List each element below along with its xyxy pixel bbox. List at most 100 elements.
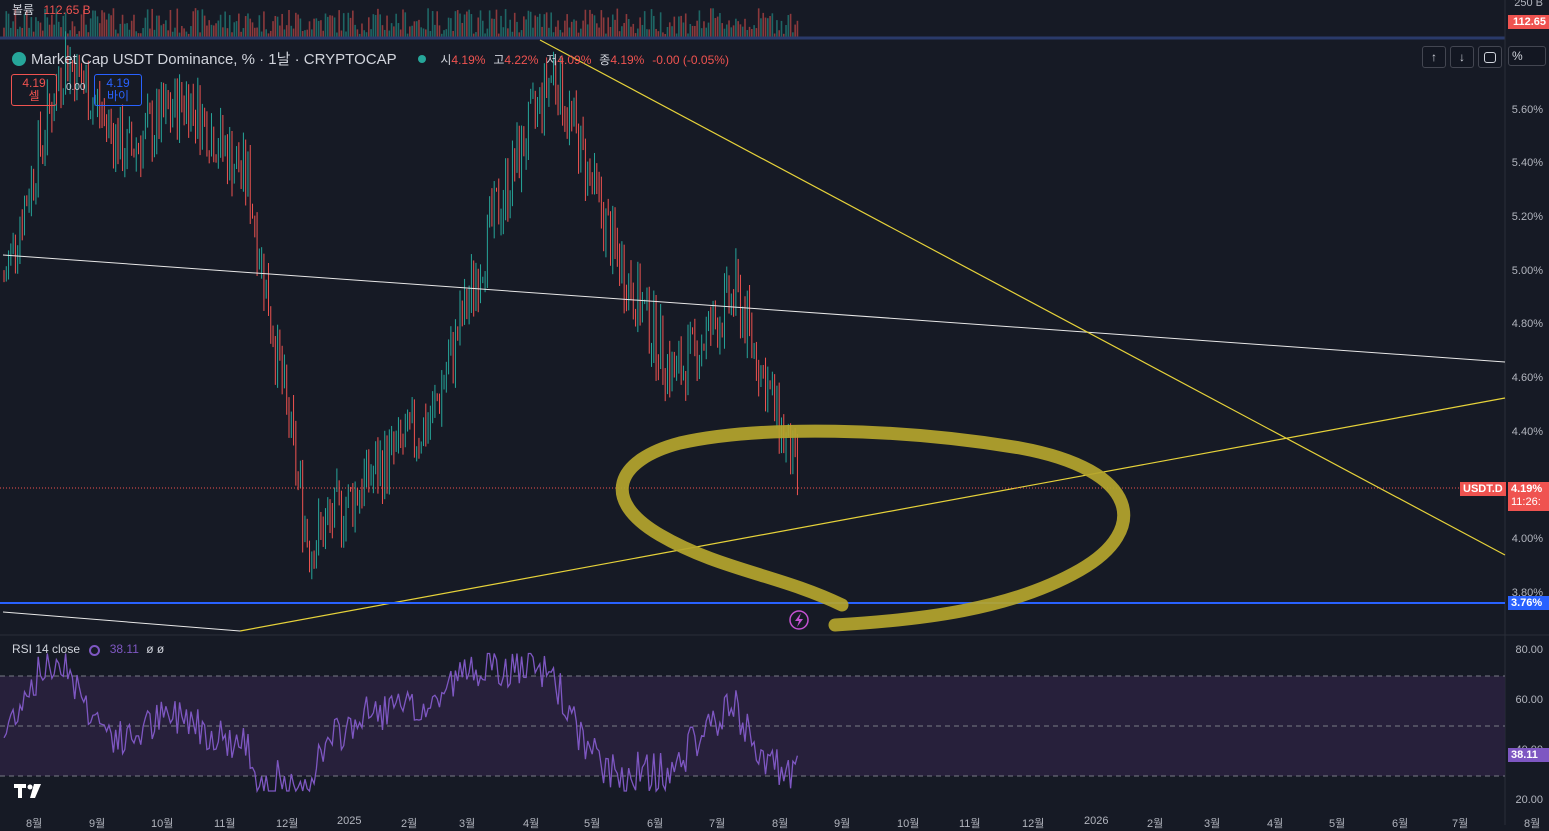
volume-bar bbox=[488, 10, 491, 38]
fullscreen-button[interactable] bbox=[1478, 46, 1502, 68]
volume-bar bbox=[573, 19, 575, 38]
volume-bar bbox=[194, 8, 197, 39]
time-tick: 2026 bbox=[1084, 815, 1109, 827]
volume-bar bbox=[349, 17, 352, 38]
volume-bar bbox=[559, 29, 562, 38]
volume-bar bbox=[365, 32, 368, 38]
rsi-source-icon[interactable] bbox=[89, 645, 101, 656]
volume-bar bbox=[267, 33, 270, 38]
volume-bar bbox=[611, 14, 614, 38]
volume-bar bbox=[272, 21, 274, 38]
volume-bar bbox=[274, 15, 277, 38]
volume-tag: 112.65 bbox=[1508, 15, 1549, 29]
volume-bar bbox=[630, 26, 632, 38]
volume-bar bbox=[217, 20, 220, 38]
volume-bar bbox=[548, 27, 550, 38]
time-tick: 5월 bbox=[1329, 818, 1346, 830]
volume-bar bbox=[381, 25, 384, 38]
high-label: 고 bbox=[493, 53, 505, 67]
volume-bar bbox=[796, 20, 799, 38]
volume-bar bbox=[117, 33, 119, 38]
volume-bar bbox=[570, 21, 573, 38]
symbol-title[interactable]: Market Cap USDT Dominance, % · 1날 · CRYP… bbox=[31, 51, 397, 68]
volume-bar bbox=[192, 11, 195, 38]
volume-bar bbox=[345, 31, 347, 38]
buy-button[interactable]: 4.19 바이 bbox=[94, 74, 142, 106]
support-price-tag: 3.76% bbox=[1508, 596, 1549, 610]
volume-bar bbox=[707, 22, 710, 38]
price-tick: 4.80% bbox=[1511, 318, 1543, 330]
volume-bar bbox=[203, 15, 206, 38]
volume-bar bbox=[684, 13, 687, 39]
volume-bar bbox=[295, 12, 297, 38]
rsi-value: 38.11 bbox=[109, 642, 139, 656]
volume-bar bbox=[721, 23, 723, 38]
volume-bar bbox=[283, 29, 286, 38]
volume-bar bbox=[263, 11, 265, 39]
volume-bar bbox=[584, 9, 587, 38]
volume-bar bbox=[260, 31, 263, 38]
open-label: 시 bbox=[440, 53, 452, 67]
volume-bar bbox=[621, 26, 623, 38]
tether-logo-icon bbox=[12, 52, 26, 66]
volume-bar bbox=[55, 8, 58, 38]
price-tick: 4.40% bbox=[1511, 426, 1543, 438]
spread-value: 0.00 bbox=[66, 82, 86, 93]
volume-bar bbox=[440, 33, 443, 38]
volume-bar bbox=[121, 14, 124, 38]
volume-bar bbox=[222, 27, 224, 38]
volume-bar bbox=[762, 12, 765, 39]
volume-bar bbox=[171, 31, 174, 38]
volume-bar bbox=[561, 32, 564, 38]
volume-bar bbox=[41, 30, 44, 38]
time-tick: 12월 bbox=[1022, 818, 1045, 830]
sell-button[interactable]: 4.19 셀 bbox=[11, 74, 57, 106]
volume-bar bbox=[730, 27, 733, 38]
volume-bar bbox=[479, 10, 482, 38]
rsi-tick: 80.00 bbox=[1515, 644, 1543, 656]
volume-bar bbox=[532, 27, 534, 38]
volume-bar bbox=[445, 29, 448, 38]
volume-bar bbox=[723, 28, 726, 38]
volume-bar bbox=[76, 33, 78, 38]
volume-bar bbox=[231, 32, 233, 38]
volume-bar bbox=[648, 29, 651, 38]
volume-bar bbox=[618, 31, 621, 38]
volume-bar bbox=[468, 9, 470, 38]
volume-bar bbox=[452, 30, 454, 38]
scroll-up-button[interactable]: ↑ bbox=[1422, 46, 1446, 68]
sell-price: 4.19 bbox=[22, 76, 46, 90]
volume-bar bbox=[26, 9, 28, 38]
volume-bar bbox=[370, 29, 372, 38]
volume-bar bbox=[228, 15, 231, 38]
time-tick: 11월 bbox=[959, 818, 981, 830]
time-tick: 10월 bbox=[151, 818, 174, 830]
volume-bar bbox=[413, 21, 416, 38]
volume-bar bbox=[493, 18, 495, 38]
rsi-legend: RSI 14 close 38.11 ø ø bbox=[12, 642, 164, 656]
volume-bar bbox=[655, 28, 657, 38]
volume-bar bbox=[197, 10, 199, 38]
volume-bar bbox=[226, 28, 229, 38]
volume-bar bbox=[696, 20, 698, 38]
volume-bar bbox=[518, 32, 521, 38]
white-lower-line bbox=[2, 611, 241, 632]
volume-bar bbox=[523, 16, 525, 38]
volume-bar bbox=[313, 18, 315, 38]
volume-bar bbox=[215, 23, 217, 38]
yellow-descending-trendline bbox=[539, 39, 1506, 556]
yellow-ascending-trendline bbox=[239, 397, 1506, 632]
volume-bar bbox=[342, 13, 345, 39]
scroll-down-button[interactable]: ↓ bbox=[1450, 46, 1474, 68]
volume-bar bbox=[219, 14, 222, 38]
volume-bar bbox=[144, 17, 147, 38]
volume-bar bbox=[771, 13, 774, 39]
volume-bar bbox=[167, 30, 169, 38]
volume-bar bbox=[281, 13, 283, 38]
percent-scale-button[interactable]: % bbox=[1508, 46, 1546, 66]
volume-bar bbox=[358, 33, 361, 38]
volume-bar bbox=[128, 29, 131, 38]
tradingview-logo[interactable] bbox=[14, 782, 46, 806]
close-value: 4.19% bbox=[610, 53, 645, 67]
